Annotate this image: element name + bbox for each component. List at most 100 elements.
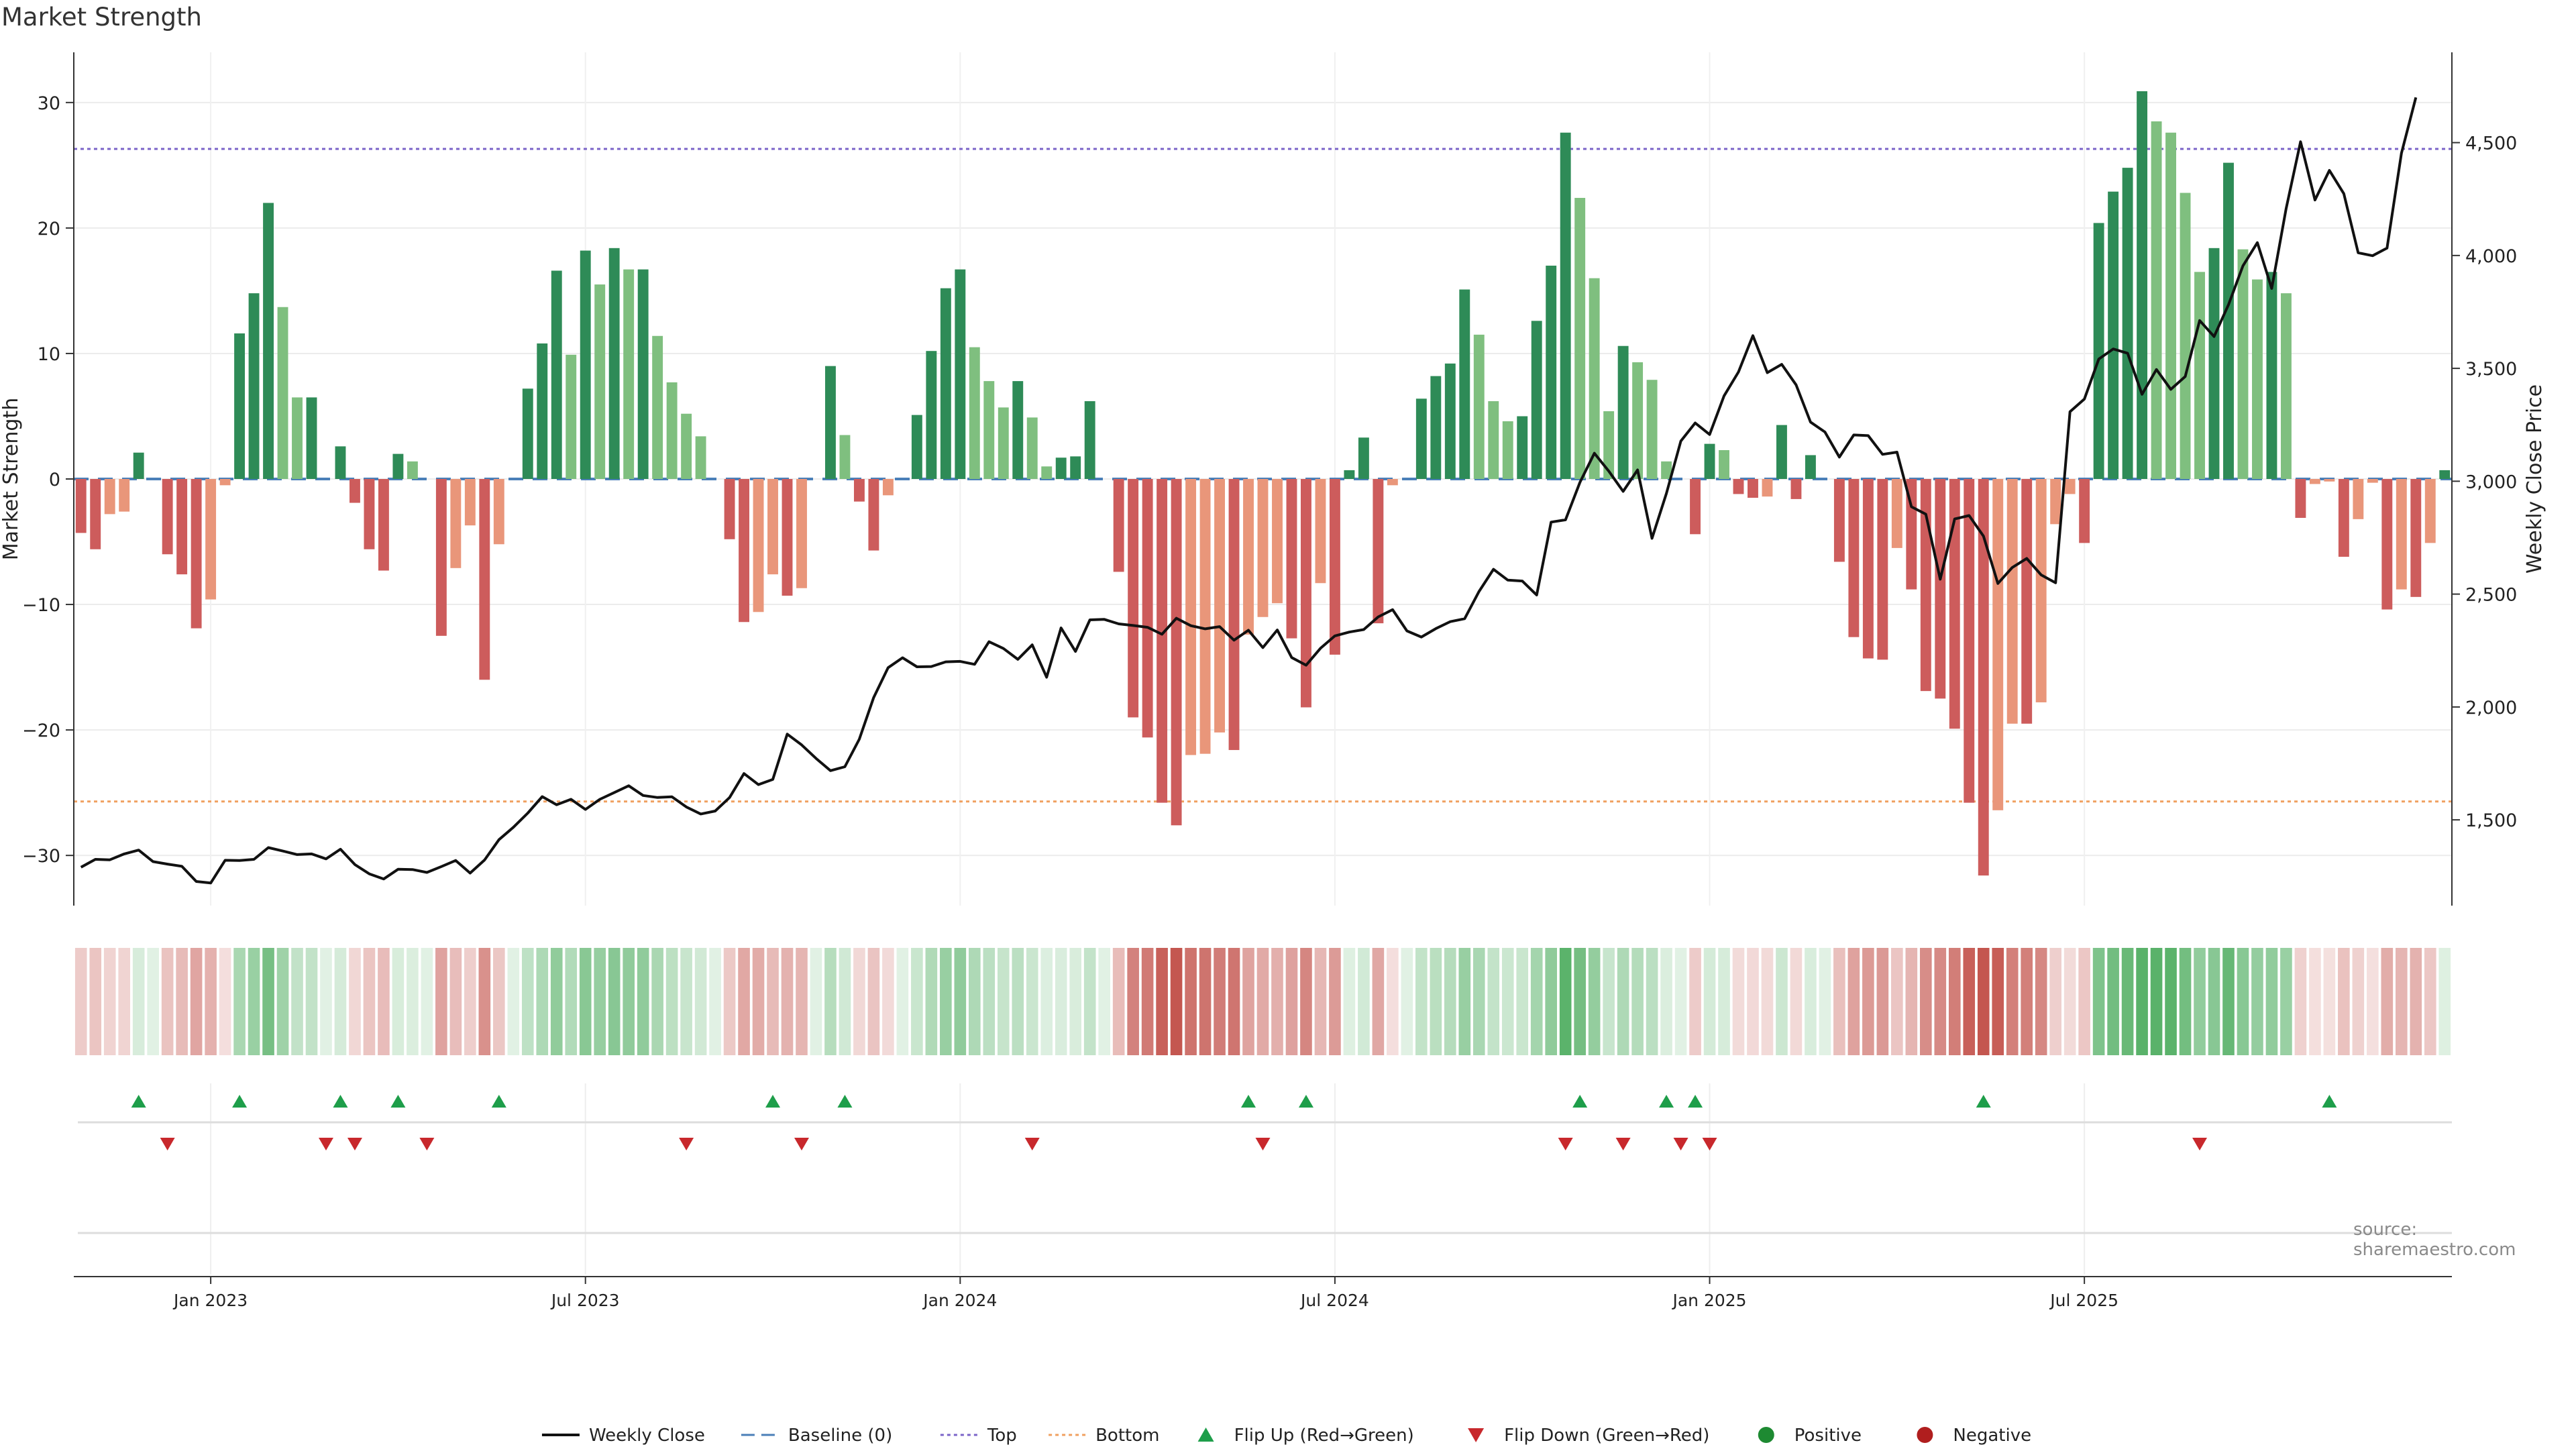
strength-bar <box>119 479 130 512</box>
heat-cell <box>709 948 721 1055</box>
heat-cell <box>1314 948 1327 1055</box>
x-tick-label: Jan 2023 <box>172 1291 248 1310</box>
strength-bar <box>753 479 764 612</box>
strength-bar <box>479 479 490 680</box>
legend-label: Baseline (0) <box>788 1426 892 1446</box>
heat-cell <box>608 948 621 1055</box>
y-axis-label: Market Strength <box>0 398 23 560</box>
strength-bars <box>75 91 2451 876</box>
heat-cell <box>623 948 635 1055</box>
strength-bar <box>2424 479 2436 543</box>
strength-bar <box>1344 470 1355 479</box>
flip-up-marker <box>1976 1095 1991 1108</box>
strength-bar <box>2381 479 2393 610</box>
heat-cell <box>1487 948 1500 1055</box>
heat-cell <box>911 948 923 1055</box>
heat-cell <box>1674 948 1687 1055</box>
heat-cell <box>320 948 332 1055</box>
heat-cell <box>435 948 447 1055</box>
heat-cell <box>1300 948 1312 1055</box>
heat-cell <box>1069 948 1082 1055</box>
heat-cell <box>579 948 592 1055</box>
strength-bar <box>1833 479 1845 562</box>
y-tick-label: 20 <box>38 219 60 239</box>
heat-cell <box>1472 948 1485 1055</box>
heat-cell <box>2063 948 2076 1055</box>
strength-bar <box>2194 272 2205 479</box>
strength-bar <box>1373 479 1384 624</box>
flip-down-marker <box>679 1138 694 1150</box>
heat-cell <box>2121 948 2134 1055</box>
weekly-close-path <box>80 97 2418 885</box>
y-tick-label: 10 <box>38 344 60 365</box>
legend-symbol <box>1197 1428 1214 1442</box>
strength-bar <box>1070 456 1081 479</box>
heat-cell <box>767 948 779 1055</box>
strength-bar <box>75 479 87 533</box>
strength-bar <box>1502 421 1513 479</box>
strength-bar <box>739 479 749 623</box>
heat-cell <box>1271 948 1283 1055</box>
y2-axis-label: Weekly Close Price <box>2523 384 2546 574</box>
strength-bar <box>1949 479 1960 729</box>
heat-cell <box>276 948 289 1055</box>
strength-bar <box>392 453 404 479</box>
flip-markers <box>78 1095 2452 1234</box>
flip-down-marker <box>347 1138 362 1150</box>
y2-tick-label: 2,500 <box>2465 585 2517 606</box>
strength-bar <box>853 479 865 502</box>
heat-cell <box>2165 948 2177 1055</box>
flip-down-marker <box>1673 1138 1688 1150</box>
axes: 30 20 10 0 −10 −20 −30 4,500 4,000 3,500 3,000 2,50… <box>0 52 2546 1310</box>
heat-cell <box>2438 948 2451 1055</box>
strength-bar <box>450 479 462 568</box>
strength-bar <box>1286 479 1297 639</box>
heat-cell <box>1242 948 1254 1055</box>
strength-bar <box>2223 162 2234 480</box>
x-tick-label: Jul 2025 <box>2049 1291 2118 1310</box>
legend-symbol <box>1468 1428 1485 1442</box>
heat-cell <box>940 948 952 1055</box>
heat-cell <box>968 948 981 1055</box>
heat-cell <box>1747 948 1759 1055</box>
strength-bar <box>1805 455 1816 479</box>
strength-bar <box>104 479 115 515</box>
legend-label: Flip Up (Red→Green) <box>1234 1426 1414 1446</box>
legend-label: Top <box>987 1426 1017 1446</box>
flip-up-marker <box>390 1095 406 1108</box>
strength-bar <box>1661 461 1672 479</box>
heat-cell <box>2035 948 2047 1055</box>
heat-cell <box>1358 948 1370 1055</box>
flip-down-marker <box>1255 1138 1271 1150</box>
strength-bar <box>1748 479 1758 498</box>
heat-strip <box>74 948 2451 1055</box>
heat-cell <box>1732 948 1745 1055</box>
strength-bar <box>1301 479 1311 708</box>
legend-label: Positive <box>1794 1426 1862 1446</box>
heat-cell <box>2078 948 2090 1055</box>
strength-bar <box>566 354 577 479</box>
heat-cell <box>507 948 520 1055</box>
flip-down-marker <box>2192 1138 2208 1150</box>
strength-bar <box>90 479 101 549</box>
heat-cell <box>723 948 736 1055</box>
heat-cell <box>1963 948 1976 1055</box>
heat-cell <box>248 948 260 1055</box>
strength-bar <box>1473 334 1485 479</box>
strength-bar <box>1589 278 1600 479</box>
heat-cell <box>161 948 174 1055</box>
strength-bar <box>1387 479 1398 486</box>
heat-cell <box>1040 948 1053 1055</box>
strength-bar <box>2439 470 2451 479</box>
heat-cell <box>1401 948 1413 1055</box>
strength-bar <box>551 270 562 479</box>
heat-cell <box>738 948 750 1055</box>
flip-up-marker <box>1659 1095 1674 1108</box>
flip-down-marker <box>794 1138 809 1150</box>
strength-bar <box>1646 380 1658 479</box>
heat-cell <box>1156 948 1168 1055</box>
heat-cell <box>1617 948 1629 1055</box>
heat-cell <box>1992 948 2004 1055</box>
heat-cell <box>839 948 851 1055</box>
strength-bar <box>1704 443 1715 479</box>
